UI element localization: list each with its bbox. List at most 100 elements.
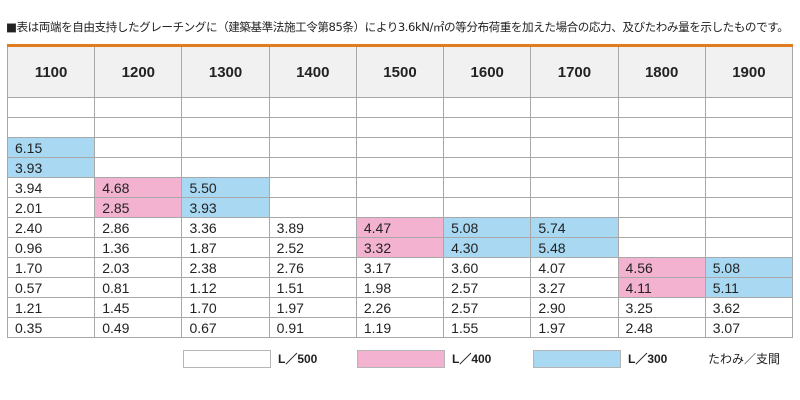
column-header: 1800: [617, 47, 706, 98]
deflection-table: 1100 1200 1300 1400 1500 1600 1700 1800 …: [6, 47, 794, 338]
table-cell: [181, 137, 270, 158]
table-note: ■表は両端を自由支持したグレーチングに（建築基準法施工令第85条）により3.6k…: [6, 20, 789, 34]
table-cell: [443, 177, 532, 198]
column-header: 1200: [94, 47, 183, 98]
table-cell: 5.74: [530, 217, 619, 238]
column-header: 1100: [6, 47, 96, 98]
table-cell: [181, 97, 270, 118]
table-cell: 1.36: [94, 237, 183, 258]
table-cell: 1.45: [94, 297, 183, 318]
table-cell: [6, 97, 96, 118]
table-cell: [268, 197, 357, 218]
table-cell: [6, 117, 96, 138]
table-cell: [355, 197, 445, 218]
table-row: [6, 97, 794, 118]
deflection-table-container: 1100 1200 1300 1400 1500 1600 1700 1800 …: [6, 44, 794, 338]
table-cell: [443, 197, 532, 218]
table-cell: 1.70: [6, 257, 96, 278]
table-cell: [355, 157, 445, 178]
table-cell: 3.89: [268, 217, 357, 238]
table-row: 1.70 2.03 2.38 2.76 3.17 3.60 4.07 4.56 5.08: [6, 257, 794, 278]
table-row: 2.01 2.85 3.93: [6, 197, 794, 218]
table-cell: [443, 157, 532, 178]
table-cell: 2.03: [94, 257, 183, 278]
legend-swatch-l300: [533, 350, 621, 368]
table-cell: [94, 157, 183, 178]
table-cell: [704, 197, 794, 218]
table-cell: 0.81: [94, 277, 183, 298]
table-cell: [181, 157, 270, 178]
table-cell: 4.07: [530, 257, 619, 278]
table-cell: [617, 237, 706, 258]
table-cell: 1.87: [181, 237, 270, 258]
table-cell: [704, 217, 794, 238]
legend-label-l400: L／400: [452, 352, 492, 366]
table-cell: [268, 117, 357, 138]
table-row: 0.35 0.49 0.67 0.91 1.19 1.55 1.97 2.48 3.07: [6, 317, 794, 338]
table-cell: [268, 157, 357, 178]
table-cell: [617, 117, 706, 138]
legend-note: たわみ／支間: [708, 352, 781, 366]
table-cell: 2.76: [268, 257, 357, 278]
table-cell: 0.57: [6, 277, 96, 298]
table-cell: 1.97: [530, 317, 619, 338]
table-cell: 5.08: [443, 217, 532, 238]
table-cell: 4.47: [355, 217, 445, 238]
table-cell: 3.62: [704, 297, 794, 318]
legend-label-l500: L／500: [278, 352, 318, 366]
table-cell: 4.68: [94, 177, 183, 198]
table-cell: 2.40: [6, 217, 96, 238]
table-cell: 1.97: [268, 297, 357, 318]
table-row: 1.21 1.45 1.70 1.97 2.26 2.57 2.90 3.25 3.62: [6, 297, 794, 318]
legend-label-l300: L／300: [628, 352, 668, 366]
table-cell: [617, 177, 706, 198]
table-cell: 2.57: [443, 277, 532, 298]
table-cell: [704, 117, 794, 138]
table-cell: [443, 117, 532, 138]
table-cell: 1.55: [443, 317, 532, 338]
table-cell: [530, 177, 619, 198]
table-cell: [268, 137, 357, 158]
table-cell: 2.57: [443, 297, 532, 318]
column-header: 1700: [530, 47, 619, 98]
table-cell: [443, 97, 532, 118]
table-cell: 1.98: [355, 277, 445, 298]
table-cell: 2.90: [530, 297, 619, 318]
table-row: 6.15: [6, 137, 794, 158]
table-cell: [268, 97, 357, 118]
table-cell: [530, 117, 619, 138]
column-header: 1300: [181, 47, 270, 98]
table-cell: 2.01: [6, 197, 96, 218]
table-cell: [530, 97, 619, 118]
table-body: 6.15 3.93 3.94 4.68 5.50 2.01 2.85 3.93 2.40 2.86…: [6, 97, 794, 338]
table-cell: 3.32: [355, 237, 445, 258]
table-cell: 3.17: [355, 257, 445, 278]
table-row: [6, 117, 794, 138]
table-cell: [704, 137, 794, 158]
legend-swatch-l400: [357, 350, 445, 368]
table-row: 3.94 4.68 5.50: [6, 177, 794, 198]
table-cell: 1.70: [181, 297, 270, 318]
table-cell: 0.91: [268, 317, 357, 338]
table-cell: 3.27: [530, 277, 619, 298]
table-cell: 2.38: [181, 257, 270, 278]
table-cell: 5.50: [181, 177, 270, 198]
table-cell: 3.93: [181, 197, 270, 218]
column-header: 1600: [443, 47, 532, 98]
table-cell: 4.30: [443, 237, 532, 258]
column-header: 1400: [268, 47, 357, 98]
table-cell: [704, 177, 794, 198]
table-cell: 0.67: [181, 317, 270, 338]
table-cell: [355, 177, 445, 198]
table-cell: 1.51: [268, 277, 357, 298]
table-cell: [530, 157, 619, 178]
table-row: 0.96 1.36 1.87 2.52 3.32 4.30 5.48: [6, 237, 794, 258]
table-cell: 6.15: [6, 137, 96, 158]
table-row: 0.57 0.81 1.12 1.51 1.98 2.57 3.27 4.11 5.11: [6, 277, 794, 298]
table-cell: 3.60: [443, 257, 532, 278]
table-cell: 3.25: [617, 297, 706, 318]
table-row: 2.40 2.86 3.36 3.89 4.47 5.08 5.74: [6, 217, 794, 238]
table-cell: 2.52: [268, 237, 357, 258]
column-header: 1500: [355, 47, 445, 98]
table-cell: [617, 157, 706, 178]
